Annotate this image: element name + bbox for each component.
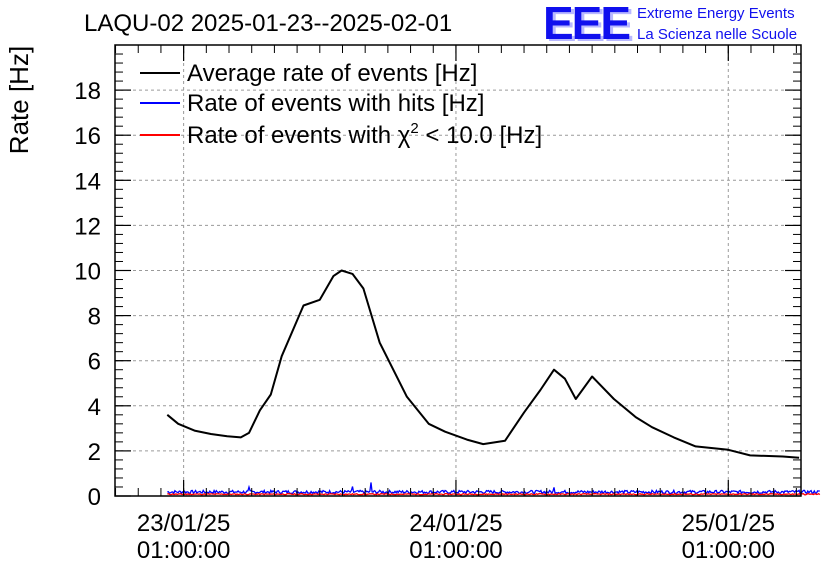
y-tick-label: 12 (74, 213, 101, 240)
eee-logo: EEE Extreme Energy Events La Scienza nel… (543, 0, 833, 49)
logo-line-2: La Scienza nelle Scuole (637, 26, 798, 43)
legend-label-part: < 10.0 [Hz] (419, 122, 542, 149)
series-line-average-rate (166, 269, 800, 459)
legend-label: Rate of events with χ2 < 10.0 [Hz] (187, 120, 542, 149)
series-line-rate-chi2 (167, 492, 821, 496)
y-tick-label: 4 (88, 394, 101, 421)
x-tick-label-time: 01:00:00 (137, 537, 230, 564)
legend-label: Average rate of events [Hz] (187, 60, 477, 87)
y-axis-label: Rate [Hz] (4, 46, 34, 154)
x-tick-label-date: 25/01/25 (682, 510, 775, 537)
x-tick-label-date: 24/01/25 (409, 510, 502, 537)
legend: Average rate of events [Hz] Rate of event… (140, 60, 542, 149)
y-tick-label: 14 (74, 168, 101, 195)
y-tick-label: 6 (88, 349, 101, 376)
logo-mark: EEE (543, 0, 631, 49)
y-tick-label: 18 (74, 78, 101, 105)
x-tick-label-time: 01:00:00 (682, 537, 775, 564)
chart-title: LAQU-02 2025-01-23--2025-02-01 (84, 10, 453, 37)
series-layer (166, 269, 821, 496)
legend-label-part: Rate of events with χ (187, 122, 411, 149)
y-tick-label: 0 (88, 484, 101, 511)
legend-label: Rate of events with hits [Hz] (187, 90, 484, 117)
x-tick-label-time: 01:00:00 (409, 537, 502, 564)
legend-label-superscript: 2 (410, 120, 418, 137)
x-tick-label-date: 23/01/25 (137, 510, 230, 537)
y-tick-label: 16 (74, 123, 101, 150)
tick-labels: 02468101214161823/01/2501:00:0024/01/250… (74, 78, 775, 564)
y-tick-label: 8 (88, 304, 101, 331)
y-tick-label: 10 (74, 259, 101, 286)
grid-lines (115, 45, 801, 496)
tick-marks (115, 44, 801, 497)
logo-line-1: Extreme Energy Events (637, 5, 795, 22)
y-tick-label: 2 (88, 439, 101, 466)
series-line-rate-with-hits (167, 482, 820, 495)
